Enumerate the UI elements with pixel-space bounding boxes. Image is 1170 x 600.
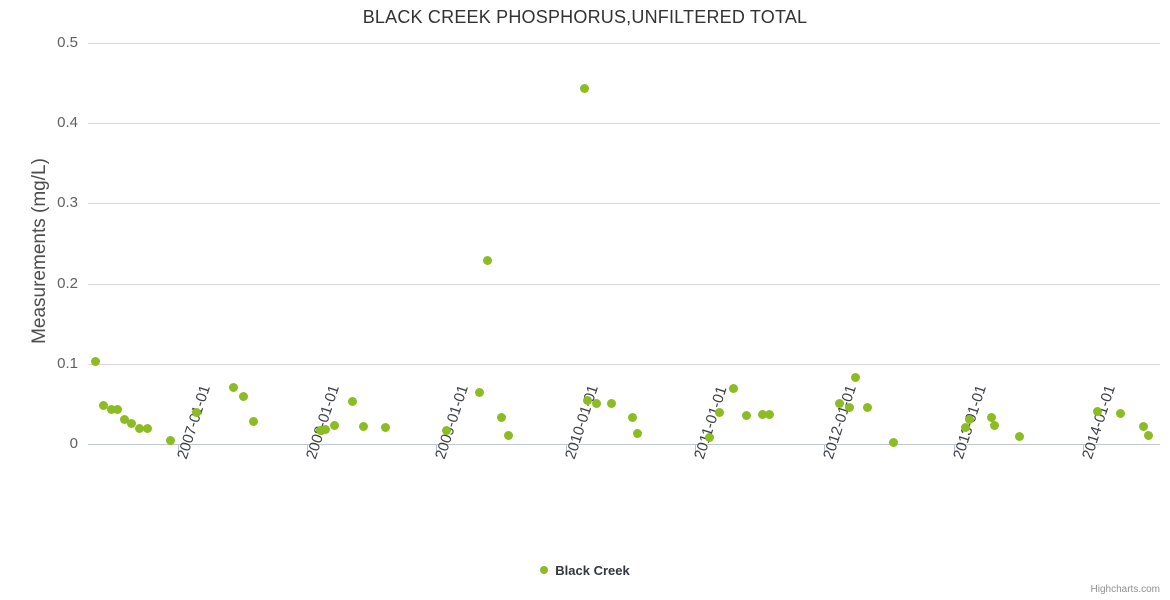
- x-axis-tick-mark: [954, 445, 955, 454]
- scatter-point[interactable]: [960, 423, 970, 433]
- scatter-point[interactable]: [106, 405, 116, 415]
- y-axis-tick-label: 0: [69, 435, 78, 452]
- x-axis-tick-mark: [436, 445, 437, 454]
- x-axis-tick-mark: [307, 445, 308, 454]
- chart-legend: Black Creek: [0, 562, 1170, 578]
- scatter-point[interactable]: [112, 405, 122, 415]
- scatter-point[interactable]: [627, 413, 637, 423]
- scatter-point[interactable]: [347, 397, 357, 407]
- scatter-point[interactable]: [591, 398, 601, 408]
- scatter-point[interactable]: [191, 407, 201, 417]
- scatter-point[interactable]: [1138, 422, 1148, 432]
- gridline: [88, 203, 1160, 205]
- y-axis-tick-label: 0.1: [57, 354, 78, 372]
- y-axis-tick-label: 0.3: [57, 194, 78, 212]
- scatter-point[interactable]: [888, 437, 898, 447]
- scatter-point[interactable]: [844, 403, 854, 413]
- scatter-point[interactable]: [986, 413, 996, 423]
- highcharts-credit[interactable]: Highcharts.com: [1090, 584, 1160, 595]
- scatter-point[interactable]: [582, 395, 592, 405]
- legend-item-black-creek[interactable]: Black Creek: [540, 562, 630, 579]
- scatter-point[interactable]: [728, 383, 738, 393]
- scatter-point[interactable]: [119, 415, 129, 425]
- scatter-point[interactable]: [757, 409, 767, 419]
- gridline: [88, 43, 1160, 44]
- scatter-point[interactable]: [482, 255, 492, 265]
- scatter-point[interactable]: [989, 421, 999, 431]
- chart-title: BLACK CREEK PHOSPHORUS,UNFILTERED TOTAL: [362, 7, 808, 27]
- scatter-point[interactable]: [964, 415, 974, 425]
- scatter-point[interactable]: [1014, 431, 1024, 441]
- scatter-point[interactable]: [358, 422, 368, 432]
- scatter-point[interactable]: [1115, 409, 1125, 419]
- scatter-point[interactable]: [126, 419, 136, 429]
- gridline: [88, 363, 1160, 365]
- scatter-point[interactable]: [741, 411, 751, 421]
- scatter-point[interactable]: [441, 426, 451, 436]
- scatter-point[interactable]: [834, 398, 844, 408]
- scatter-points-layer: [88, 43, 1160, 447]
- x-axis-line: [88, 444, 1160, 445]
- scatter-point[interactable]: [134, 423, 144, 433]
- x-axis-tick-mark: [1083, 445, 1084, 454]
- y-axis-tick-label: 0.4: [57, 114, 78, 132]
- scatter-point[interactable]: [474, 387, 484, 397]
- scatter-point[interactable]: [98, 400, 108, 410]
- scatter-point[interactable]: [704, 432, 714, 442]
- scatter-point[interactable]: [248, 417, 258, 427]
- scatter-point[interactable]: [496, 412, 506, 422]
- legend-marker-icon: [540, 565, 549, 574]
- gridline: [88, 283, 1160, 285]
- scatter-point[interactable]: [1092, 407, 1102, 417]
- scatter-point[interactable]: [862, 402, 872, 412]
- x-axis-tick-mark: [824, 445, 825, 454]
- scatter-point[interactable]: [90, 356, 100, 366]
- scatter-point[interactable]: [850, 372, 860, 382]
- scatter-point[interactable]: [329, 420, 339, 430]
- scatter-point[interactable]: [165, 435, 175, 445]
- scatter-point[interactable]: [238, 391, 248, 401]
- scatter-point[interactable]: [380, 423, 390, 433]
- y-axis-tick-label: 0.2: [57, 274, 78, 292]
- x-axis-tick-mark: [566, 445, 567, 454]
- gridline: [88, 123, 1160, 125]
- scatter-point[interactable]: [228, 382, 238, 392]
- scatter-point[interactable]: [320, 425, 330, 435]
- scatter-point[interactable]: [714, 408, 724, 418]
- legend-item-label: Black Creek: [555, 563, 630, 579]
- scatter-point[interactable]: [606, 399, 616, 409]
- scatter-point[interactable]: [764, 409, 774, 419]
- y-axis-tick-label: 0.5: [57, 34, 78, 51]
- scatter-point[interactable]: [315, 426, 325, 436]
- scatter-point[interactable]: [503, 431, 513, 441]
- scatter-point[interactable]: [632, 429, 642, 439]
- x-axis-tick-mark: [178, 445, 179, 454]
- scatter-point[interactable]: [579, 84, 589, 94]
- scatter-point[interactable]: [1143, 431, 1153, 441]
- scatter-point[interactable]: [142, 423, 152, 433]
- x-axis-tick-mark: [695, 445, 696, 454]
